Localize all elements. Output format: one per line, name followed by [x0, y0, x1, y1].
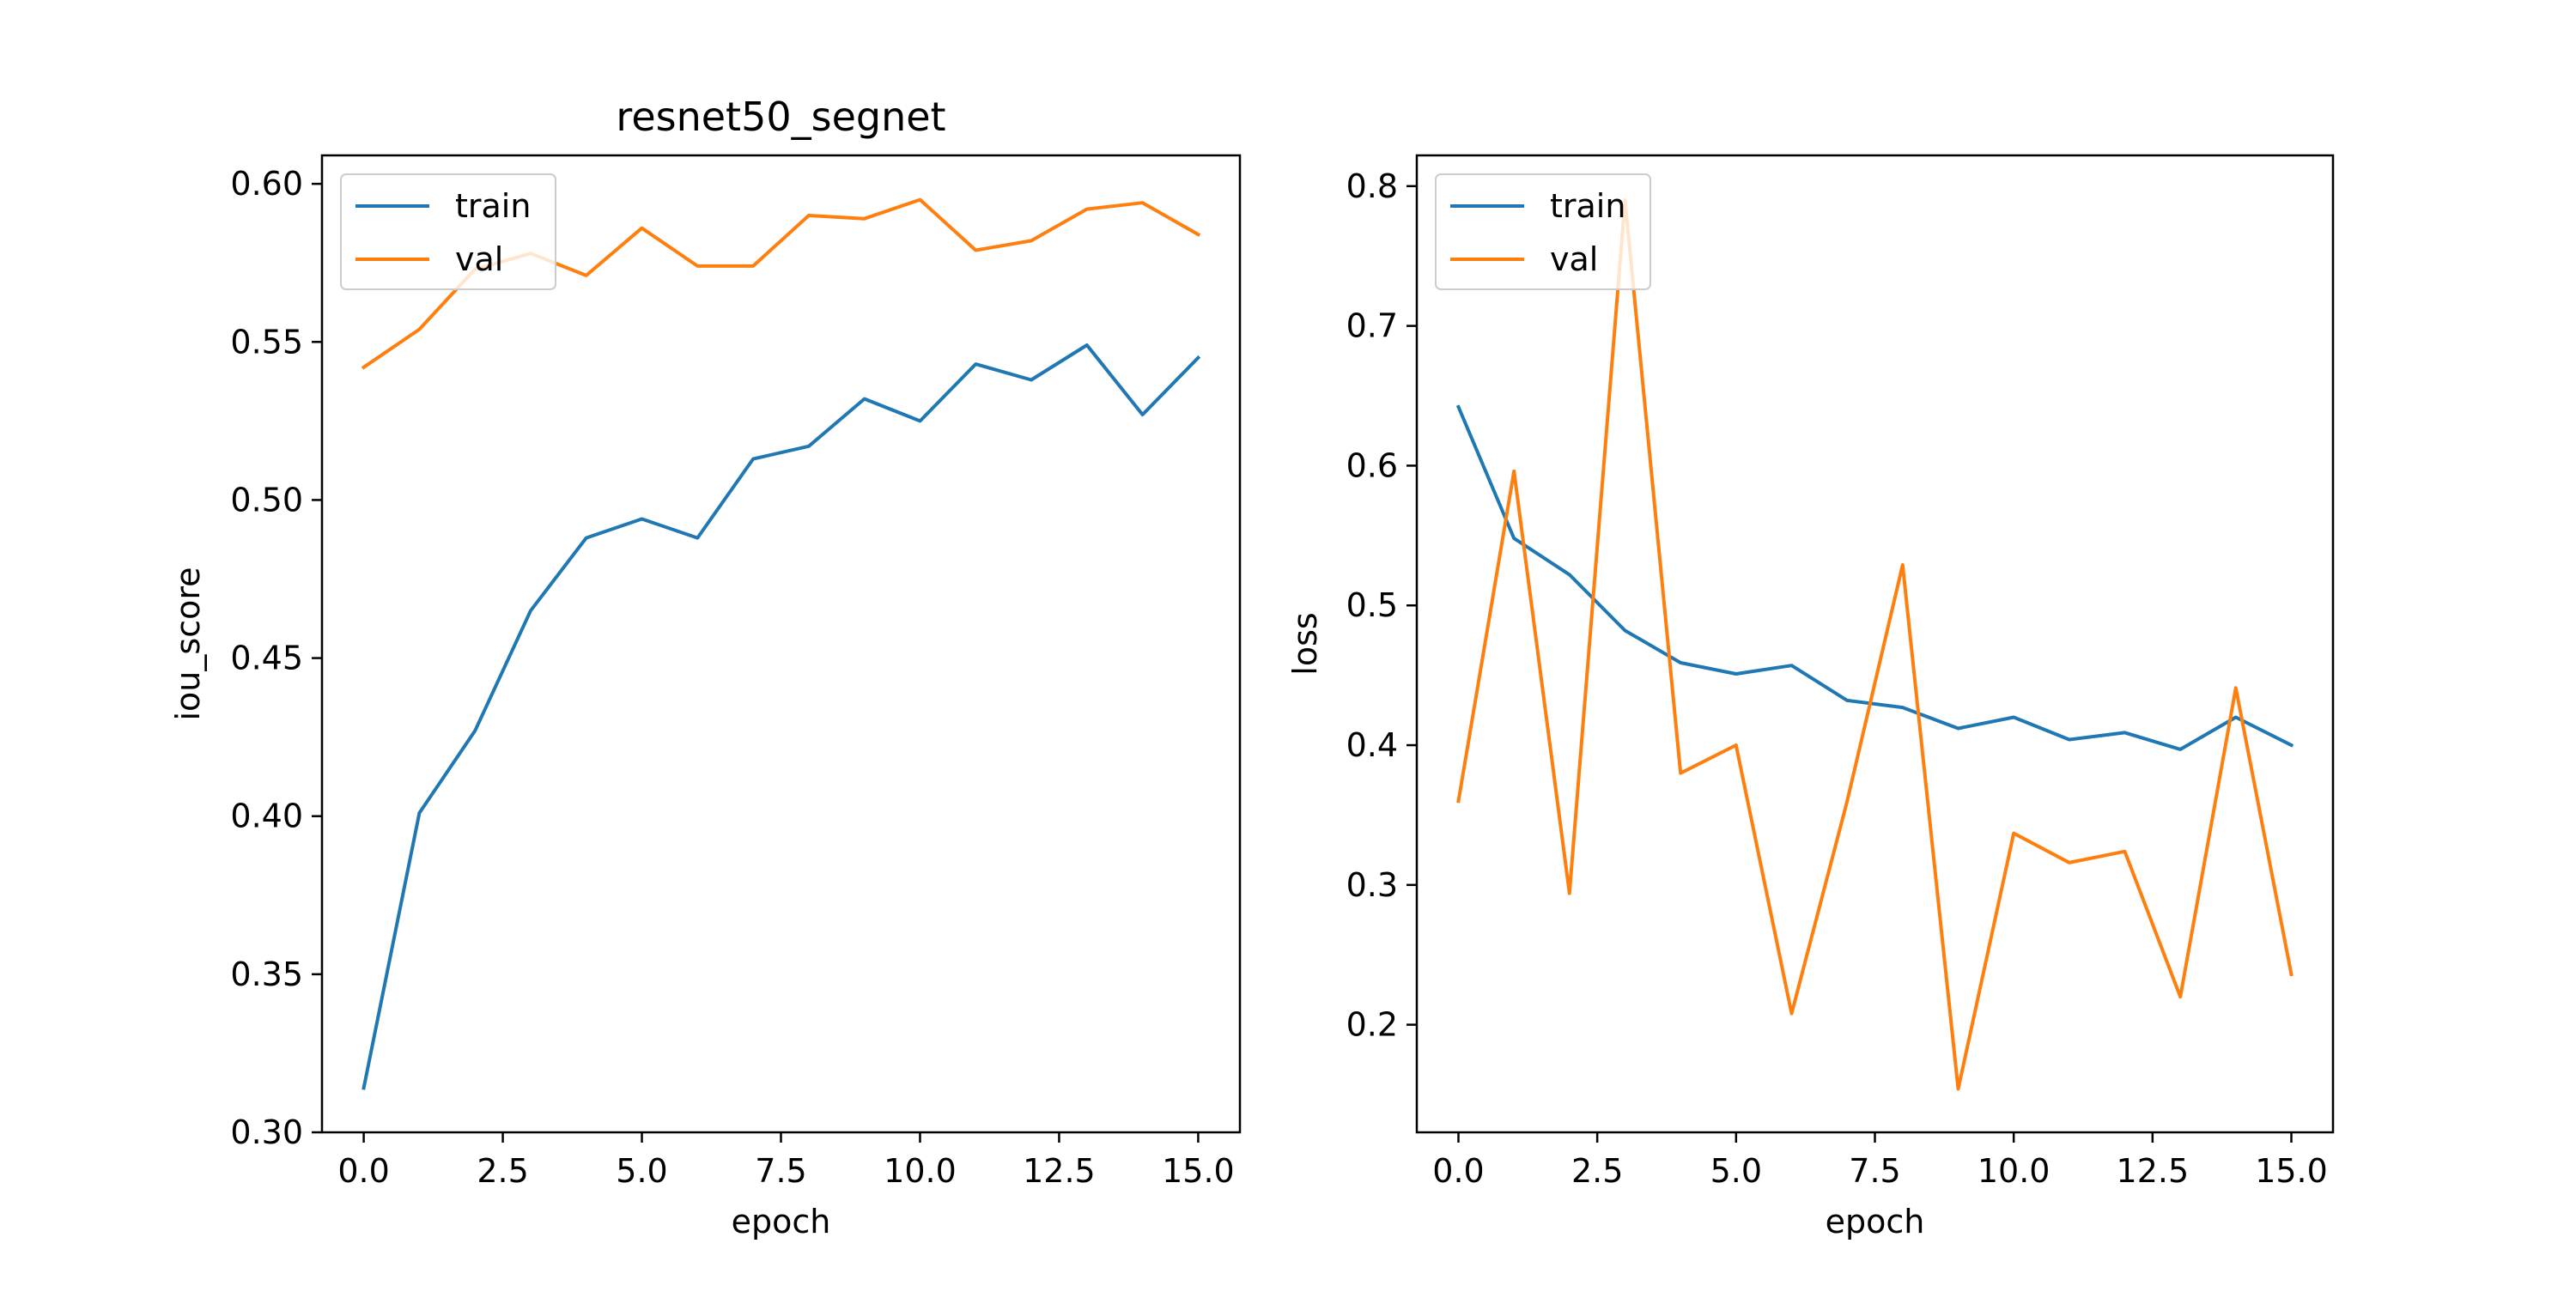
loss-y-tick-label: 0.8	[1346, 167, 1398, 205]
iou-x-tick-label: 7.5	[755, 1152, 806, 1190]
loss-y-tick-label: 0.6	[1346, 446, 1398, 484]
loss-train-line	[1455, 404, 2294, 751]
iou-legend-train-label: train	[455, 187, 531, 225]
loss-legend: train val	[1435, 173, 1651, 290]
loss-y-tick-label: 0.2	[1346, 1006, 1398, 1044]
loss-y-tick-label: 0.3	[1346, 866, 1398, 904]
iou-score-chart: 0.0 2.5 5.0 7.5 10.0 12.5 15.0 0.30 0.35 0.40 0.45…	[169, 94, 1242, 1240]
loss-x-tick-label: 5.0	[1710, 1152, 1762, 1190]
iou-legend: train val	[340, 173, 556, 290]
iou-x-tick-label: 12.5	[1023, 1152, 1096, 1190]
loss-x-axis-label: epoch	[1826, 1203, 1925, 1240]
loss-x-tick-label: 15.0	[2255, 1152, 2328, 1190]
loss-x-tick-label: 12.5	[2117, 1152, 2190, 1190]
loss-x-tick-label: 10.0	[1978, 1152, 2050, 1190]
iou-train-line	[361, 343, 1201, 1090]
loss-x-tick-label: 0.0	[1432, 1152, 1484, 1190]
loss-y-tick-label: 0.7	[1346, 307, 1398, 345]
iou-y-tick-label: 0.50	[230, 481, 303, 519]
iou-y-axis-label: iou_score	[169, 567, 207, 721]
iou-x-axis-label: epoch	[732, 1203, 831, 1240]
loss-x-tick-label: 7.5	[1849, 1152, 1900, 1190]
loss-y-tick-label: 0.5	[1346, 586, 1398, 624]
loss-legend-train-label: train	[1550, 187, 1625, 225]
iou-x-tick-label: 5.0	[616, 1152, 667, 1190]
iou-y-tick-label: 0.30	[230, 1113, 303, 1151]
iou-y-tick-label: 0.35	[230, 955, 303, 993]
loss-chart: 0.0 2.5 5.0 7.5 10.0 12.5 15.0 0.2 0.3 0.4 0.5 0.6 0…	[1286, 154, 2335, 1240]
iou-x-tick-label: 10.0	[884, 1152, 957, 1190]
loss-x-tick-label: 2.5	[1571, 1152, 1623, 1190]
loss-y-axis-label: loss	[1286, 612, 1324, 675]
iou-y-tick-label: 0.55	[230, 323, 303, 361]
iou-chart-title: resnet50_segnet	[616, 94, 945, 140]
loss-val-line	[1456, 198, 2293, 1091]
iou-y-tick-label: 0.45	[230, 640, 303, 677]
loss-legend-val-label: val	[1550, 240, 1598, 278]
iou-legend-val-label: val	[455, 240, 503, 278]
iou-x-tick-label: 2.5	[477, 1152, 528, 1190]
loss-y-tick-label: 0.4	[1346, 726, 1398, 764]
iou-y-tick-label: 0.60	[230, 165, 303, 203]
iou-y-tick-label: 0.40	[230, 798, 303, 835]
iou-x-tick-label: 15.0	[1162, 1152, 1235, 1190]
iou-x-tick-label: 0.0	[337, 1152, 389, 1190]
